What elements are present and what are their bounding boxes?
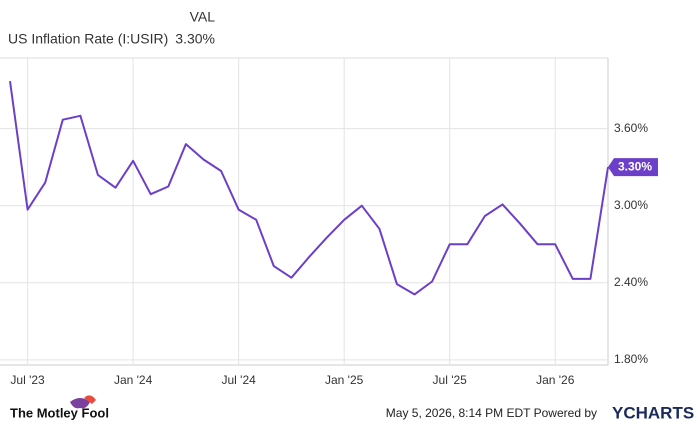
x-tick-label: Jul '24 (221, 373, 256, 387)
legend-header: VAL (190, 9, 216, 25)
y-tick-label: 2.40% (614, 275, 648, 289)
y-tick-label: 1.80% (614, 352, 648, 366)
legend-series-name: US Inflation Rate (I:USIR) (8, 31, 168, 47)
y-tick-label: 3.00% (614, 198, 648, 212)
end-label: 3.30% (618, 159, 652, 173)
logo-icon (70, 398, 90, 409)
end-label-bg (608, 158, 658, 177)
footer: The Motley Fool May 5, 2026, 8:14 PM EDT… (10, 395, 694, 422)
source-text: May 5, 2026, 8:14 PM EDT Powered by (386, 406, 597, 420)
x-tick-label: Jul '23 (10, 373, 45, 387)
y-tick-label: 3.60% (614, 121, 648, 135)
legend-value: 3.30% (175, 31, 215, 47)
x-tick-label: Jan '24 (114, 373, 153, 387)
logo-text: The Motley Fool (10, 405, 109, 420)
x-tick-label: Jan '26 (536, 373, 575, 387)
x-tick-label: Jan '25 (325, 373, 364, 387)
line-series (9, 80, 609, 296)
brand-text: YCHARTS (612, 403, 694, 422)
logo-icon (84, 395, 96, 404)
x-tick-label: Jul '25 (433, 373, 468, 387)
